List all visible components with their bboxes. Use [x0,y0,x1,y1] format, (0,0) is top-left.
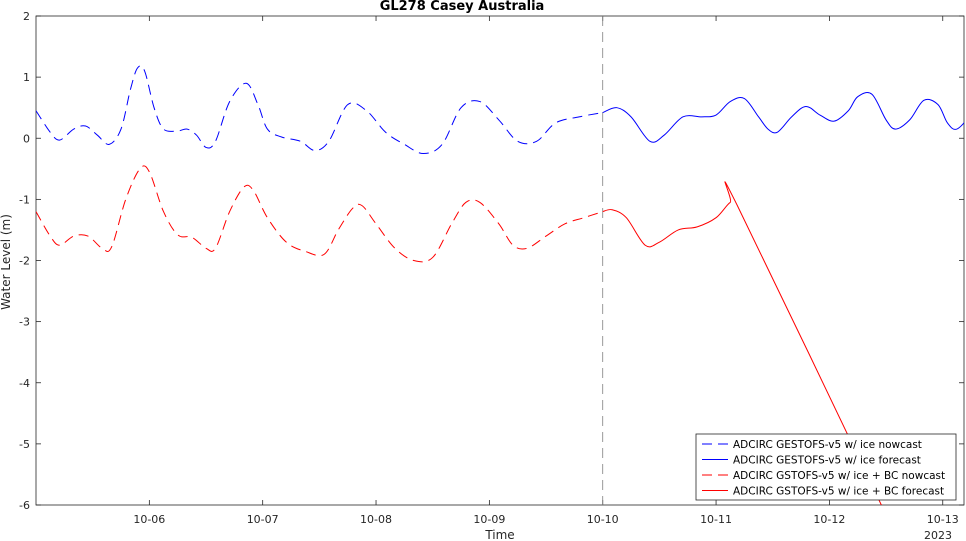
x-tick-label: 10-13 [927,513,959,526]
legend-label: ADCIRC GESTOFS-v5 w/ ice nowcast [733,439,922,451]
y-tick-label: -1 [19,193,30,206]
x-tick-label: 10-11 [700,513,732,526]
series-line-4 [602,181,882,505]
x-tick-label: 10-09 [473,513,505,526]
y-tick-label: -6 [19,499,30,512]
legend-box [695,433,957,501]
y-tick-label: 0 [23,132,30,145]
chart-title: GL278 Casey Australia [380,0,545,14]
x-tick-label: 10-12 [813,513,845,526]
series-line-2 [602,92,964,143]
y-tick-label: 1 [23,71,30,84]
x-tick-label: 10-06 [133,513,165,526]
legend-label: ADCIRC GSTOFS-v5 w/ ice + BC forecast [733,486,944,498]
x-axis-label: Time [484,528,514,541]
legend-label: ADCIRC GSTOFS-v5 w/ ice + BC nowcast [733,470,945,482]
y-tick-label: -4 [19,377,30,390]
x-tick-label: 10-07 [247,513,279,526]
series-line-3 [36,165,603,263]
legend-label: ADCIRC GESTOFS-v5 w/ ice forecast [733,455,921,467]
year-label: 2023 [924,529,952,541]
y-tick-label: -5 [19,438,30,451]
x-tick-label: 10-10 [587,513,619,526]
y-tick-label: -2 [19,255,30,268]
x-tick-label: 10-08 [360,513,392,526]
y-axis-label: Water Level (m) [0,214,13,310]
y-tick-label: 2 [23,10,30,23]
y-tick-label: -3 [19,316,30,329]
legend: ADCIRC GESTOFS-v5 w/ ice nowcast ADCIRC G… [695,433,957,501]
